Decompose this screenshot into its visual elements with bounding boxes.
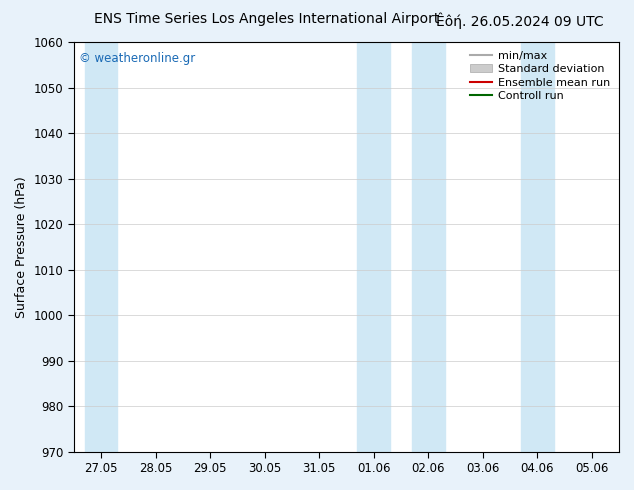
Text: ENS Time Series Los Angeles International Airport: ENS Time Series Los Angeles Internationa…: [94, 12, 439, 26]
Bar: [358, 42, 390, 452]
Bar: [84, 42, 117, 452]
Bar: [521, 42, 553, 452]
Legend: min/max, Standard deviation, Ensemble mean run, Controll run: min/max, Standard deviation, Ensemble me…: [467, 48, 614, 104]
Text: Êôή. 26.05.2024 09 UTC: Êôή. 26.05.2024 09 UTC: [436, 12, 604, 29]
Y-axis label: Surface Pressure (hPa): Surface Pressure (hPa): [15, 176, 28, 318]
Bar: [412, 42, 444, 452]
Text: © weatheronline.gr: © weatheronline.gr: [79, 52, 195, 65]
